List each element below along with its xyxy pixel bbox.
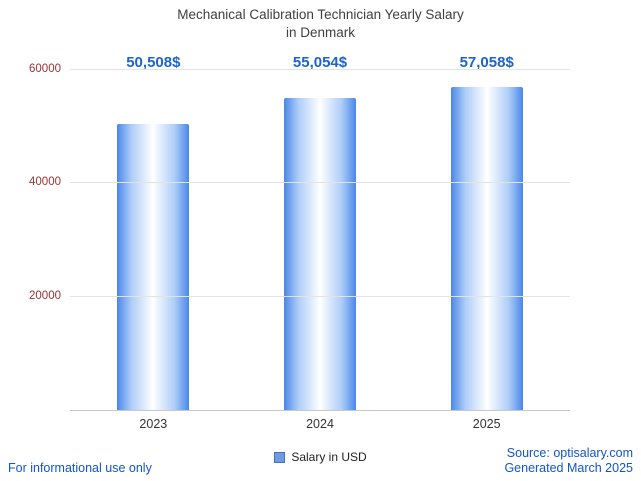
plot-area: 20000 40000 60000 <box>29 63 570 411</box>
bar-slot-2024 <box>237 70 404 410</box>
generated-date: Generated March 2025 <box>504 461 633 476</box>
value-labels-row: 50,508$ 55,054$ 57,058$ <box>70 54 570 71</box>
gridline-60000: 60000 <box>29 63 570 75</box>
disclaimer-text: For informational use only <box>8 461 152 475</box>
chart-title: Mechanical Calibration Technician Yearly… <box>0 6 641 41</box>
gridline-40000: 40000 <box>29 176 570 188</box>
value-label-2024: 55,054$ <box>292 54 348 71</box>
bar-2024 <box>284 98 356 410</box>
source-link[interactable]: Source: optisalary.com <box>506 445 633 460</box>
value-label-2023: 50,508$ <box>126 54 181 71</box>
value-label-2025: 57,058$ <box>459 54 514 71</box>
bar-slot-2025 <box>403 70 570 410</box>
y-tick-label-20000: 20000 <box>29 289 61 302</box>
x-axis-label-2025: 2025 <box>472 417 501 431</box>
chart-title-line1: Mechanical Calibration Technician Yearly… <box>177 7 464 22</box>
x-axis-label-2024: 2024 <box>306 417 334 431</box>
gridline-20000: 20000 <box>29 290 570 302</box>
legend-label: Salary in USD <box>291 450 367 464</box>
chart-title-line2: in Denmark <box>285 24 356 40</box>
bar-2025 <box>450 86 523 410</box>
source-block: Source: optisalary.com Generated March 2… <box>504 446 633 477</box>
x-axis-label-2023: 2023 <box>139 417 168 431</box>
y-tick-label-40000: 40000 <box>29 176 61 189</box>
legend: Salary in USD <box>0 450 641 464</box>
y-tick-label-60000: 60000 <box>29 63 61 75</box>
bar-2023 <box>117 123 190 410</box>
x-axis-labels: 2023 2024 2025 <box>70 417 570 431</box>
bar-slot-2023 <box>70 70 237 410</box>
legend-swatch-icon <box>274 451 286 463</box>
